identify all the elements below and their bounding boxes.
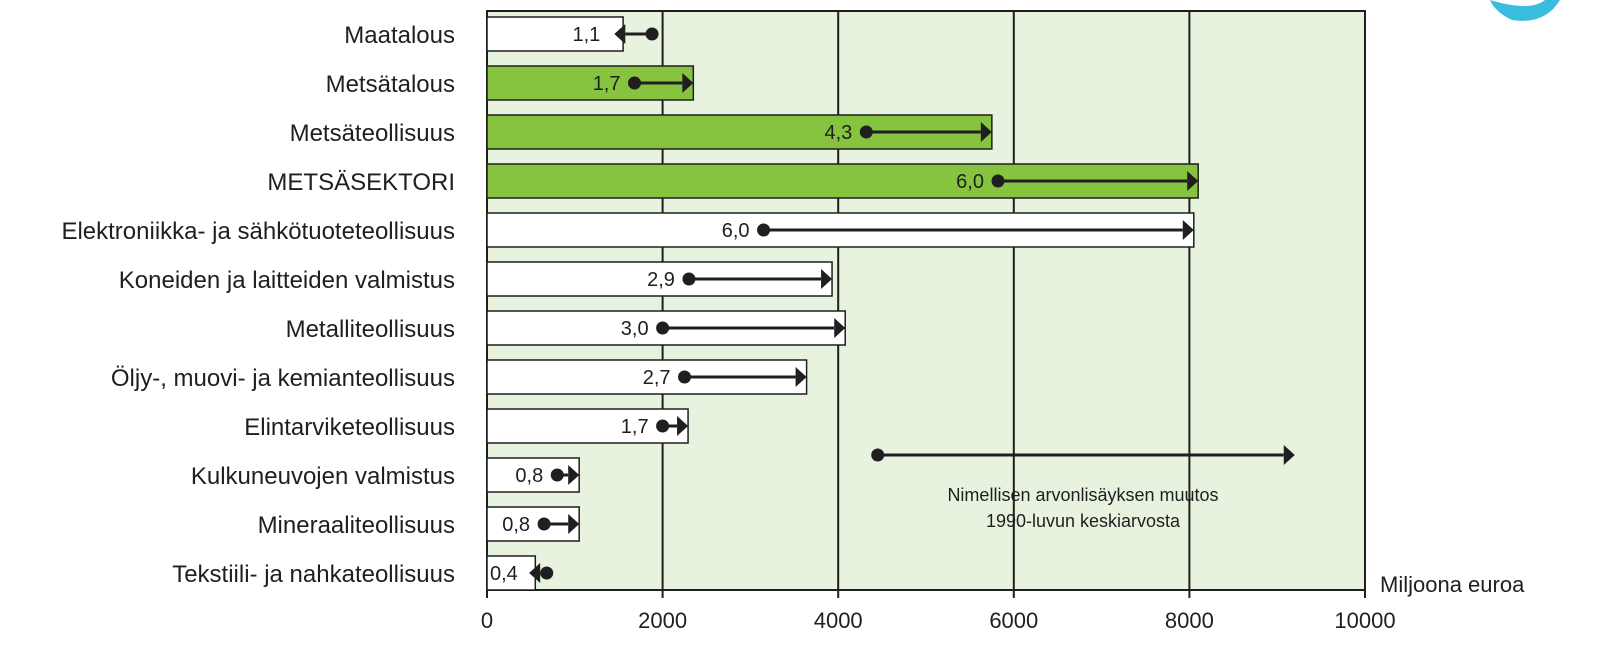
change-arrowhead	[795, 367, 807, 387]
legend: Nimellisen arvonlisäyksen muutos 1990-lu…	[871, 445, 1295, 531]
bar	[486, 555, 537, 591]
gridlines	[486, 10, 1366, 598]
category-label: Metsätalous	[326, 71, 455, 98]
change-arrowhead	[529, 563, 541, 583]
x-tick-label: 8000	[1165, 608, 1214, 633]
change-arrowhead	[677, 416, 689, 436]
x-tick-label: 4000	[814, 608, 863, 633]
change-start-dot	[678, 370, 692, 384]
change-start-dot	[682, 272, 696, 286]
change-start-dot	[656, 419, 670, 433]
plot-background-layer	[487, 0, 1560, 590]
value-label: 6,0	[722, 220, 750, 242]
value-label: 0,8	[515, 465, 543, 487]
legend-text-line-1: Nimellisen arvonlisäyksen muutos	[947, 485, 1218, 505]
change-arrowhead	[821, 269, 833, 289]
legend-text-line-2: 1990-luvun keskiarvosta	[986, 511, 1181, 531]
change-arrowhead	[1182, 220, 1194, 240]
corner-decoration	[1490, 0, 1560, 21]
change-arrows	[529, 24, 1199, 583]
x-tick-label: 6000	[989, 608, 1038, 633]
change-start-dot	[628, 76, 642, 90]
category-label: Kulkuneuvojen valmistus	[191, 463, 455, 490]
value-label: 1,7	[593, 73, 621, 95]
change-start-dot	[991, 174, 1005, 188]
change-start-dot	[550, 468, 564, 482]
change-start-dot	[859, 125, 873, 139]
value-label: 2,7	[643, 367, 671, 389]
legend-start-dot	[871, 448, 885, 462]
value-label: 2,9	[647, 269, 675, 291]
value-label: 6,0	[956, 171, 984, 193]
x-tick-label: 2000	[638, 608, 687, 633]
category-label: Koneiden ja laitteiden valmistus	[119, 267, 455, 294]
category-label: Öljy-, muovi- ja kemianteollisuus	[111, 365, 455, 392]
change-start-dot	[656, 321, 670, 335]
change-arrowhead	[568, 514, 580, 534]
value-label: 4,3	[824, 122, 852, 144]
change-start-dot	[645, 27, 659, 41]
category-label: Mineraaliteollisuus	[258, 512, 455, 539]
change-start-dot	[540, 566, 554, 580]
change-arrowhead	[682, 73, 694, 93]
value-label: 0,4	[490, 563, 518, 585]
category-label: Metalliteollisuus	[286, 316, 455, 343]
category-label: Tekstiili- ja nahkateollisuus	[172, 561, 455, 588]
x-axis-unit-label: Miljoona euroa	[1380, 572, 1525, 597]
change-start-dot	[757, 223, 771, 237]
change-arrowhead	[980, 122, 992, 142]
bar	[486, 408, 689, 444]
value-label: 1,7	[621, 416, 649, 438]
change-arrowhead	[1187, 171, 1199, 191]
value-label: 3,0	[621, 318, 649, 340]
change-arrowhead	[614, 24, 626, 44]
bar	[486, 359, 808, 395]
bar	[486, 16, 624, 52]
plot-frame	[486, 10, 1366, 591]
category-label: Elintarviketeollisuus	[244, 414, 455, 441]
legend-arrowhead	[1283, 445, 1295, 465]
category-label: Elektroniikka- ja sähkötuoteteollisuus	[61, 218, 455, 245]
x-tick-label: 10000	[1334, 608, 1395, 633]
category-label: Maatalous	[344, 22, 455, 49]
value-label: 0,8	[502, 514, 530, 536]
change-arrowhead	[834, 318, 846, 338]
change-arrowhead	[568, 465, 580, 485]
x-tick-label: 0	[481, 608, 493, 633]
value-label: 1,1	[572, 24, 600, 46]
category-label: METSÄSEKTORI	[267, 169, 455, 196]
plot-area	[487, 11, 1365, 590]
labels: 0 2000 4000 6000 8000 10000 Maatalous 1,1 Metsät…	[61, 22, 1395, 633]
category-label: Metsäteollisuus	[290, 120, 455, 147]
change-start-dot	[537, 517, 551, 531]
